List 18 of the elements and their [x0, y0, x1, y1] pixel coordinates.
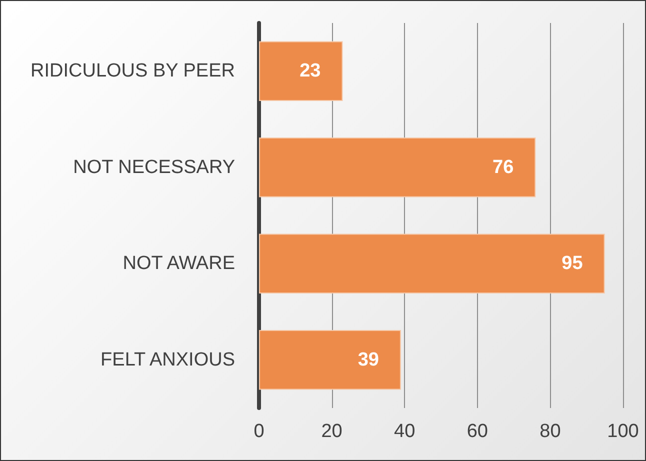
bar — [259, 330, 401, 390]
bar — [259, 138, 536, 198]
data-label: 39 — [358, 349, 379, 370]
data-label: 76 — [492, 156, 514, 178]
y-tick-label: NOT AWARE — [122, 253, 235, 274]
data-label: 23 — [300, 60, 321, 82]
y-tick-label: FELT ANXIOUS — [100, 349, 235, 370]
bar — [259, 41, 343, 101]
x-tick-label: 60 — [466, 421, 488, 442]
x-tick-label: 80 — [540, 421, 561, 442]
y-tick-label: NOT NECESSARY — [73, 156, 236, 178]
x-tick-label: 20 — [321, 421, 342, 442]
bar — [259, 234, 605, 294]
y-tick-label: RIDICULOUS BY PEER — [30, 60, 235, 82]
data-label: 95 — [562, 253, 584, 274]
x-tick-label: 100 — [607, 421, 639, 442]
x-tick-label: 0 — [254, 421, 264, 442]
x-tick-label: 40 — [394, 421, 416, 442]
